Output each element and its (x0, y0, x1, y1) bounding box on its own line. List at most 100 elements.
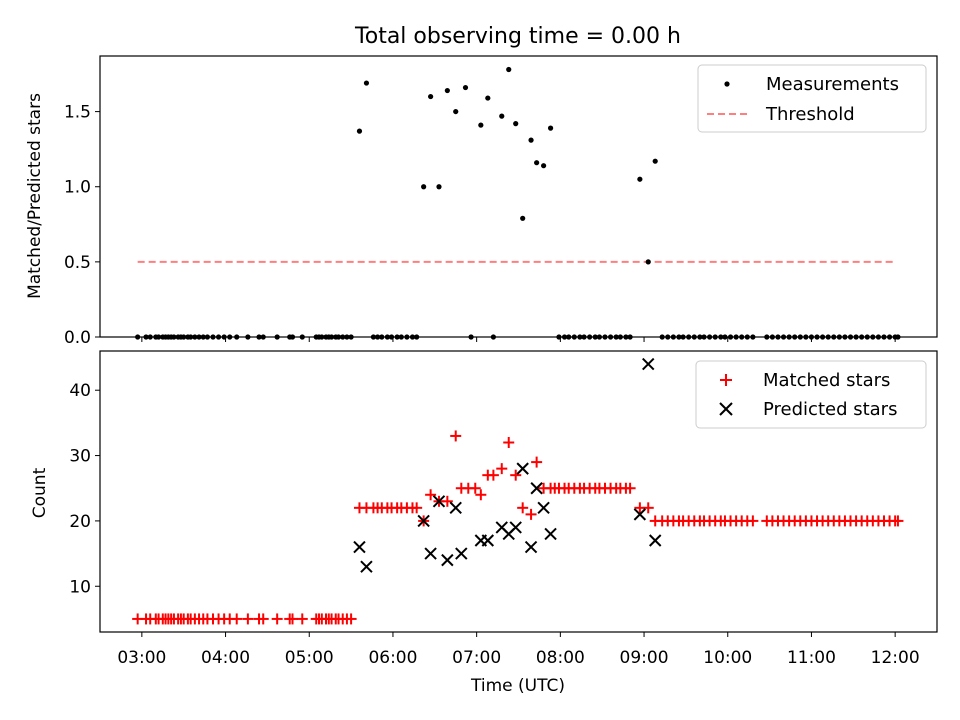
top-panel: Total observing time = 0.00 h Matched/Pr… (25, 24, 938, 348)
bottom-legend-box (695, 360, 927, 429)
matched-star-point (496, 463, 508, 475)
matched-star-point (242, 613, 254, 625)
measurement-point (499, 113, 505, 119)
measurement-point (637, 176, 643, 182)
measurement-point (520, 215, 526, 221)
measurement-point (485, 95, 491, 101)
legend-matched-marker (720, 374, 732, 386)
matched-star-point (525, 508, 537, 520)
matched-star-point (503, 436, 515, 448)
bottom-legend: Matched stars Predicted stars (695, 360, 927, 429)
measurement-point (645, 259, 651, 265)
matched-star-point (892, 515, 904, 527)
measurement-point (428, 93, 434, 100)
predicted-star-point (530, 482, 543, 495)
bottom-y-tick-label: 20 (69, 512, 91, 532)
matched-star-point (287, 613, 299, 625)
top-y-axis-label: Matched/Predicted stars (25, 93, 45, 299)
measurement-point (356, 128, 363, 134)
x-tick-label: 08:00 (536, 648, 585, 668)
predicted-star-point (642, 357, 655, 371)
matched-star-point (231, 613, 243, 625)
bottom-y-axis-label: Count (30, 467, 50, 518)
bottom-y-ticks: 10 20 30 40 (69, 381, 100, 597)
x-tick-label: 05:00 (285, 648, 334, 668)
predicted-star-point (481, 534, 495, 547)
legend-predicted-marker (719, 402, 733, 416)
measurement-point (421, 184, 427, 190)
matched-star-point (475, 489, 487, 501)
x-tick-label: 03:00 (117, 648, 166, 668)
predicted-star-point (509, 521, 522, 534)
x-tick-label: 12:00 (871, 648, 920, 668)
legend-measurements-label: Measurements (766, 74, 899, 95)
top-y-tick-label: 1.5 (64, 103, 91, 123)
predicted-star-point (537, 501, 550, 515)
predicted-star-point (649, 534, 662, 547)
measurement-point (506, 66, 512, 73)
measurement-point (534, 160, 540, 166)
matched-star-point (345, 613, 357, 625)
measurement-point (547, 125, 554, 131)
top-y-tick-label: 0.5 (64, 253, 91, 273)
x-tick-label: 11:00 (787, 648, 836, 668)
predicted-star-point (516, 462, 529, 475)
bottom-axes-frame (99, 350, 938, 633)
top-y-tick-label: 1.0 (64, 178, 91, 198)
predicted-star-point (441, 553, 454, 567)
matched-star-point (257, 613, 269, 625)
legend-predicted-label: Predicted stars (763, 399, 897, 420)
x-tick-label: 07:00 (452, 648, 501, 668)
top-x-ticks (141, 337, 896, 342)
top-legend-box (697, 64, 927, 133)
measurement-point (444, 87, 450, 94)
matched-star-point (450, 430, 462, 442)
predicted-star-point (432, 495, 446, 508)
legend-threshold-label: Threshold (765, 104, 855, 125)
legend-measurements-marker (724, 81, 730, 87)
legend-matched-label: Matched stars (763, 370, 890, 391)
measurement-point (462, 84, 469, 91)
matched-star-point (425, 489, 437, 501)
bottom-ylabel: Count (30, 467, 50, 518)
x-tick-label: 10:00 (703, 648, 752, 668)
bottom-y-tick-label: 10 (69, 577, 91, 597)
matched-star-point (441, 495, 453, 507)
predicted-star-point (353, 540, 366, 554)
measurement-point (363, 80, 370, 86)
measurement-point (478, 122, 484, 128)
matched-star-point (747, 515, 759, 527)
top-legend: Measurements Threshold (697, 64, 927, 133)
bottom-x-ticks: 03:00 04:00 05:00 06:00 07:00 08:00 09:00 10:00… (117, 632, 920, 668)
measurement-point (453, 108, 459, 115)
matched-star-point (271, 613, 283, 625)
predicted-star-point (633, 508, 647, 521)
matched-star-point (469, 482, 481, 494)
matched-star-point (517, 502, 529, 514)
matched-star-point (411, 502, 423, 514)
predicted-star-point (424, 547, 437, 560)
x-axis-label: Time (UTC) (470, 676, 565, 696)
chart-title: Total observing time = 0.00 h (354, 24, 681, 49)
predicted-star-point (417, 514, 430, 528)
measurement-point (513, 121, 519, 127)
predicted-star-point (455, 547, 468, 560)
matched-star-point (510, 469, 522, 481)
predicted-star-point (544, 527, 557, 541)
bottom-panel: Count Time (UTC) 10 20 30 40 03:00 04:00 05:0… (30, 350, 938, 696)
bottom-y-tick-label: 30 (69, 447, 91, 467)
predicted-star-point (524, 540, 538, 554)
matched-star-point (296, 613, 308, 625)
x-tick-label: 04:00 (201, 648, 250, 668)
matched-star-point (642, 502, 654, 514)
top-y-tick-label: 0.0 (64, 328, 91, 348)
predicted-star-point (360, 560, 373, 573)
matched-star-point (487, 469, 499, 481)
top-ylabel: Matched/Predicted stars (25, 93, 45, 299)
top-axes-frame (99, 55, 938, 338)
top-y-ticks: 0.0 0.5 1.0 1.5 (64, 103, 100, 348)
predicted-star-point (449, 501, 462, 515)
matched-star-point (624, 482, 636, 494)
x-tick-label: 09:00 (620, 648, 669, 668)
